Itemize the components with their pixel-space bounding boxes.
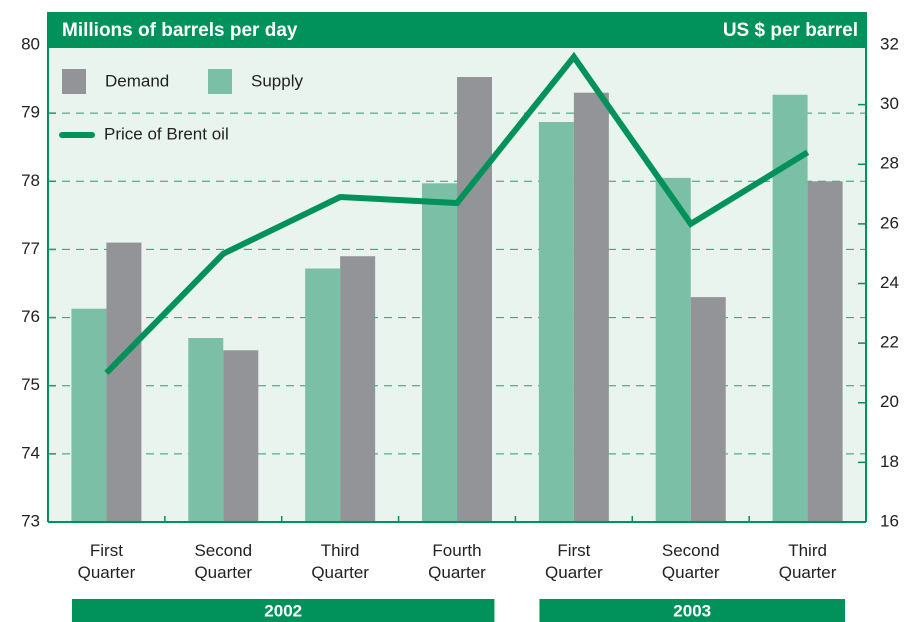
year-band [72, 599, 495, 622]
x-tick-label: Second Quarter [194, 541, 252, 582]
bar [422, 183, 457, 522]
x-tick-label: First Quarter [78, 541, 136, 582]
bar [655, 177, 691, 522]
y2-tick-label: 20 [880, 392, 899, 411]
y-tick-label: 74 [21, 443, 40, 462]
bar [188, 338, 224, 522]
y2-tick-label: 24 [880, 273, 899, 292]
year-label: 2003 [673, 601, 711, 620]
y2-title: US $ per barrel [723, 20, 858, 41]
legend-swatch [62, 69, 86, 94]
x-tick-label: Third Quarter [311, 541, 369, 582]
y-tick-label: 76 [21, 307, 40, 326]
y-tick-label: 73 [21, 511, 40, 530]
legend-label: Price of Brent oil [104, 124, 229, 143]
bar [223, 350, 259, 522]
y2-tick-label: 22 [880, 333, 899, 352]
chart-title: Millions of barrels per day [62, 20, 298, 41]
x-tick-label: Third Quarter [779, 541, 837, 582]
bar [340, 256, 376, 522]
y-tick-label: 75 [21, 375, 40, 394]
y-tick-label: 79 [21, 103, 40, 122]
y-tick-label: 77 [21, 239, 40, 258]
bar [106, 242, 142, 522]
legend-label: Supply [251, 71, 303, 90]
y2-tick-label: 32 [880, 34, 899, 53]
y-tick-label: 80 [21, 34, 40, 53]
y2-tick-label: 28 [880, 154, 899, 173]
x-tick-label: First Quarter [545, 541, 603, 582]
bar [457, 77, 492, 522]
y-tick-label: 78 [21, 171, 40, 190]
bar [305, 268, 341, 522]
year-band [539, 599, 845, 622]
bar [690, 297, 726, 522]
bar [538, 122, 574, 522]
bar [573, 92, 609, 522]
year-label: 2002 [264, 601, 302, 620]
y2-tick-label: 26 [880, 213, 899, 232]
bar [807, 181, 843, 523]
y2-tick-label: 18 [880, 452, 899, 471]
header-band [48, 12, 866, 48]
price-line [104, 51, 810, 376]
x-tick-label: Fourth Quarter [428, 541, 486, 582]
y2-tick-label: 16 [880, 511, 899, 530]
y2-tick-label: 30 [880, 94, 899, 113]
bar [71, 308, 107, 522]
legend-label: Demand [105, 71, 169, 90]
x-tick-label: Second Quarter [662, 541, 720, 582]
legend-swatch [208, 69, 232, 94]
